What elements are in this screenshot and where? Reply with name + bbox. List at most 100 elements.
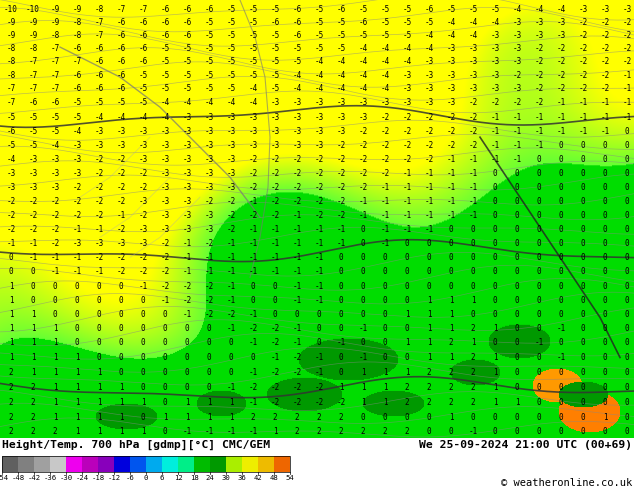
Text: 1: 1 [30,353,36,362]
Text: -6: -6 [160,30,170,40]
Text: -3: -3 [337,113,346,122]
Text: 0: 0 [404,239,410,248]
Text: 0: 0 [317,324,321,333]
Text: -3: -3 [578,4,588,14]
Text: -9: -9 [29,18,37,26]
Text: -1: -1 [403,197,411,206]
Text: -3: -3 [117,141,126,149]
Text: 0: 0 [97,282,101,291]
Text: -5: -5 [204,71,214,79]
Text: 1: 1 [97,398,101,407]
Text: -2: -2 [29,211,37,220]
Text: -1: -1 [534,127,543,136]
Text: 1: 1 [383,383,387,392]
Text: 0: 0 [559,253,564,262]
Text: 0: 0 [361,253,365,262]
Text: -5: -5 [337,44,346,52]
Text: 2: 2 [339,413,344,422]
Text: -4: -4 [358,56,368,66]
Text: -2: -2 [29,225,37,234]
Text: -6: -6 [94,56,103,66]
Text: 1: 1 [53,338,57,347]
Text: -3: -3 [557,18,566,26]
Text: 0: 0 [250,353,256,362]
Text: 0: 0 [317,338,321,347]
Text: -2: -2 [94,211,103,220]
Text: 0: 0 [559,169,564,178]
Text: 1: 1 [9,324,13,333]
Text: -1: -1 [314,225,323,234]
Text: -3: -3 [226,127,236,136]
Text: 1: 1 [493,324,497,333]
Text: 0: 0 [427,413,431,422]
Bar [274,456,290,472]
Text: 1: 1 [97,413,101,422]
Text: -2: -2 [204,239,214,248]
Text: -1: -1 [446,197,456,206]
Text: -2: -2 [50,225,60,234]
Text: 0: 0 [30,296,36,305]
Text: 1: 1 [97,383,101,392]
Text: 0: 0 [603,169,607,178]
Text: -4: -4 [403,56,411,66]
Text: -4: -4 [6,155,16,164]
Text: 1: 1 [184,413,190,422]
Text: -30: -30 [60,475,72,481]
Text: 1: 1 [9,296,13,305]
Text: 0: 0 [163,427,167,436]
Text: -1: -1 [249,239,257,248]
Text: 0: 0 [361,267,365,276]
Text: Height/Temp. 700 hPa [gdmp][°C] CMC/GEM: Height/Temp. 700 hPa [gdmp][°C] CMC/GEM [2,440,270,450]
Text: 0: 0 [273,282,277,291]
Text: -2: -2 [270,211,280,220]
Text: 0: 0 [493,211,497,220]
Text: -2: -2 [337,197,346,206]
Text: -3: -3 [314,113,323,122]
Text: -2: -2 [204,197,214,206]
Text: -3: -3 [226,155,236,164]
Text: 1: 1 [207,398,211,407]
Text: 0: 0 [537,239,541,248]
Text: -1: -1 [183,310,191,319]
Text: 1: 1 [493,368,497,377]
Text: -5: -5 [314,44,323,52]
Text: 1: 1 [361,383,365,392]
Text: -2: -2 [358,169,368,178]
Text: 0: 0 [603,183,607,192]
Text: 1: 1 [119,413,123,422]
Text: -3: -3 [490,30,500,40]
Text: 0: 0 [97,353,101,362]
Text: 0: 0 [339,353,344,362]
Text: -1: -1 [380,225,390,234]
Text: 2: 2 [317,413,321,422]
Bar [242,456,258,472]
Text: -2: -2 [446,141,456,149]
Text: 0: 0 [603,296,607,305]
Text: -4: -4 [358,84,368,93]
Text: -2: -2 [270,338,280,347]
Text: 0: 0 [97,338,101,347]
Text: -1: -1 [292,253,302,262]
Text: 1: 1 [427,353,431,362]
Text: -3: -3 [183,183,191,192]
Text: -5: -5 [183,44,191,52]
Text: 0: 0 [515,324,519,333]
Text: -4: -4 [337,56,346,66]
Text: -5: -5 [270,71,280,79]
Text: 2: 2 [404,398,410,407]
Text: 0: 0 [515,197,519,206]
Text: 0: 0 [163,338,167,347]
Text: 0: 0 [404,296,410,305]
Text: -2: -2 [403,155,411,164]
Text: 1: 1 [404,338,410,347]
Text: 0: 0 [141,383,145,392]
Text: 0: 0 [339,282,344,291]
Text: 0: 0 [581,197,585,206]
Text: -1: -1 [292,324,302,333]
Text: 0: 0 [449,239,453,248]
Text: -1: -1 [446,155,456,164]
Text: -2: -2 [403,127,411,136]
Text: -2: -2 [249,155,257,164]
Text: -3: -3 [270,127,280,136]
Text: 1: 1 [383,398,387,407]
